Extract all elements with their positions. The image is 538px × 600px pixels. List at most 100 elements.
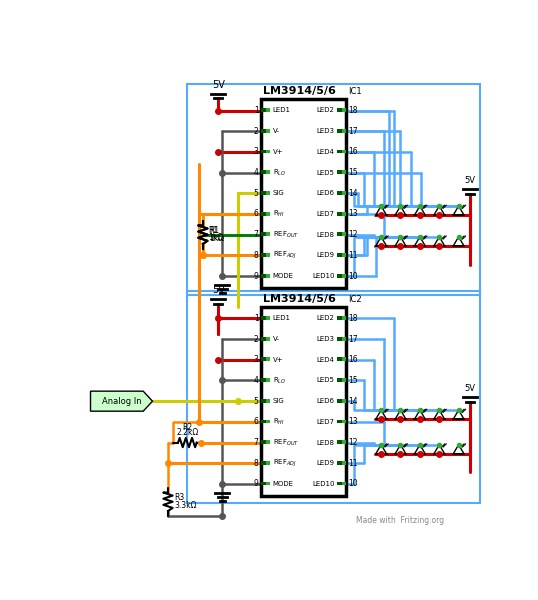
Text: LED6: LED6 [317,190,335,196]
Text: LED4: LED4 [317,149,335,155]
Bar [342,274,346,278]
Text: LED5: LED5 [317,170,335,176]
Text: REF$_{ADJ}$: REF$_{ADJ}$ [273,250,296,261]
Text: V-: V- [273,336,280,342]
Text: REF$_{OUT}$: REF$_{OUT}$ [273,230,299,240]
Bar [266,129,270,133]
Bar [342,419,346,424]
Text: 2: 2 [254,127,259,136]
Text: REF$_{OUT}$: REF$_{OUT}$ [273,437,299,448]
Bar [266,358,270,361]
Text: REF$_{ADJ}$: REF$_{ADJ}$ [273,458,296,469]
Bar [342,461,346,465]
Bar [261,337,266,341]
Bar [266,232,270,236]
Bar [261,419,266,424]
Text: LED9: LED9 [317,460,335,466]
Bar [266,253,270,257]
Text: 10: 10 [349,272,358,281]
Bar [342,482,346,485]
Text: 16: 16 [349,148,358,157]
Text: 1: 1 [254,106,259,115]
Text: 5V: 5V [212,80,225,90]
Text: 5: 5 [254,397,259,406]
Text: LM3914/5/6: LM3914/5/6 [263,294,336,304]
Text: MODE: MODE [273,481,294,487]
Text: 6: 6 [254,418,259,427]
Bar [261,378,266,382]
Text: 9: 9 [254,272,259,281]
Bar [337,108,342,112]
Text: 14: 14 [349,189,358,198]
Text: LED4: LED4 [317,357,335,363]
Bar [266,461,270,465]
Bar [266,274,270,278]
Text: LED9: LED9 [317,253,335,259]
Text: 3: 3 [254,355,259,364]
Text: 3: 3 [254,148,259,157]
Bar [342,440,346,444]
Text: Analog In: Analog In [102,397,141,406]
Text: LED2: LED2 [317,316,335,322]
Text: 11: 11 [349,459,358,468]
Text: LED2: LED2 [317,107,335,113]
Bar [187,83,480,295]
Bar [261,316,266,320]
Text: R$_{HI}$: R$_{HI}$ [273,417,285,427]
Bar [342,149,346,154]
Bar [266,316,270,320]
Bar [342,399,346,403]
Text: 5: 5 [254,189,259,198]
Bar [266,419,270,424]
Text: 4: 4 [254,168,259,177]
Text: 11: 11 [349,251,358,260]
Bar [266,108,270,112]
Text: SIG: SIG [273,398,285,404]
Bar [337,419,342,424]
Bar [261,307,346,496]
Text: 5V: 5V [465,176,476,185]
Bar [261,253,266,257]
Text: 6: 6 [254,209,259,218]
Bar [337,212,342,215]
Bar [337,461,342,465]
Bar [342,170,346,174]
Polygon shape [90,391,152,411]
Bar [266,399,270,403]
Bar [187,292,480,503]
Text: 1kΩ: 1kΩ [208,233,223,242]
Text: IC2: IC2 [348,295,362,304]
Bar [342,358,346,361]
Text: 18: 18 [349,314,358,323]
Bar [337,358,342,361]
Bar [342,316,346,320]
Bar [266,149,270,154]
Text: 13: 13 [349,209,358,218]
Text: 15: 15 [349,376,358,385]
Text: R$_{LO}$: R$_{LO}$ [273,376,286,386]
Bar [261,129,266,133]
Bar [261,99,346,287]
Text: 15: 15 [349,168,358,177]
Bar [337,399,342,403]
Text: R$_{HI}$: R$_{HI}$ [273,209,285,219]
Text: 8: 8 [254,459,259,468]
Text: 1: 1 [254,314,259,323]
Text: 17: 17 [349,127,358,136]
Text: 12: 12 [349,438,358,447]
Bar [266,170,270,174]
Bar [266,337,270,341]
Bar [261,399,266,403]
Text: 4: 4 [254,376,259,385]
Bar [342,129,346,133]
Bar [342,212,346,215]
Text: V+: V+ [273,149,283,155]
Text: LED1: LED1 [273,107,291,113]
Text: 10: 10 [349,479,358,488]
Bar [337,191,342,195]
Text: LED10: LED10 [312,481,335,487]
Text: 9: 9 [254,479,259,488]
Bar [342,253,346,257]
Text: 17: 17 [349,335,358,344]
Text: LED3: LED3 [317,336,335,342]
